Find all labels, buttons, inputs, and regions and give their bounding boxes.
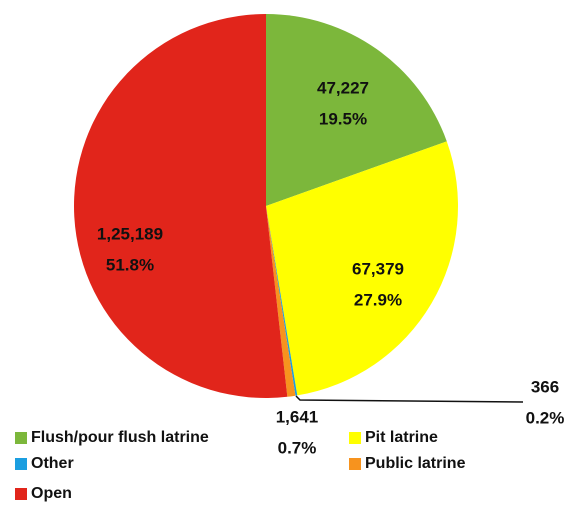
percent-label: 0.7% — [278, 438, 317, 457]
value-label: 366 — [531, 377, 559, 396]
value-label: 1,641 — [276, 407, 319, 426]
value-label: 67,379 — [352, 259, 404, 278]
legend-label: Other — [31, 455, 74, 472]
legend-swatch — [349, 432, 361, 444]
pie-slice — [74, 14, 288, 398]
legend-swatch — [15, 432, 27, 444]
value-label: 1,25,189 — [97, 224, 163, 243]
percent-label: 27.9% — [354, 290, 402, 309]
legend-swatch — [15, 488, 27, 500]
legend-label: Public latrine — [365, 455, 466, 472]
pie-slice — [266, 14, 447, 206]
percent-label: 51.8% — [106, 255, 154, 274]
pie-slice — [266, 206, 296, 397]
leader-line — [295, 395, 524, 403]
pie-slice — [266, 206, 298, 396]
legend-swatch — [15, 458, 27, 470]
legend-swatch — [349, 458, 361, 470]
legend-label: Flush/pour flush latrine — [31, 429, 209, 446]
percent-label: 19.5% — [319, 109, 367, 128]
value-label: 47,227 — [317, 78, 369, 97]
pie-slice — [266, 141, 458, 396]
legend-label: Pit latrine — [365, 429, 438, 446]
percent-label: 0.2% — [526, 408, 565, 427]
legend-label: Open — [31, 485, 72, 502]
